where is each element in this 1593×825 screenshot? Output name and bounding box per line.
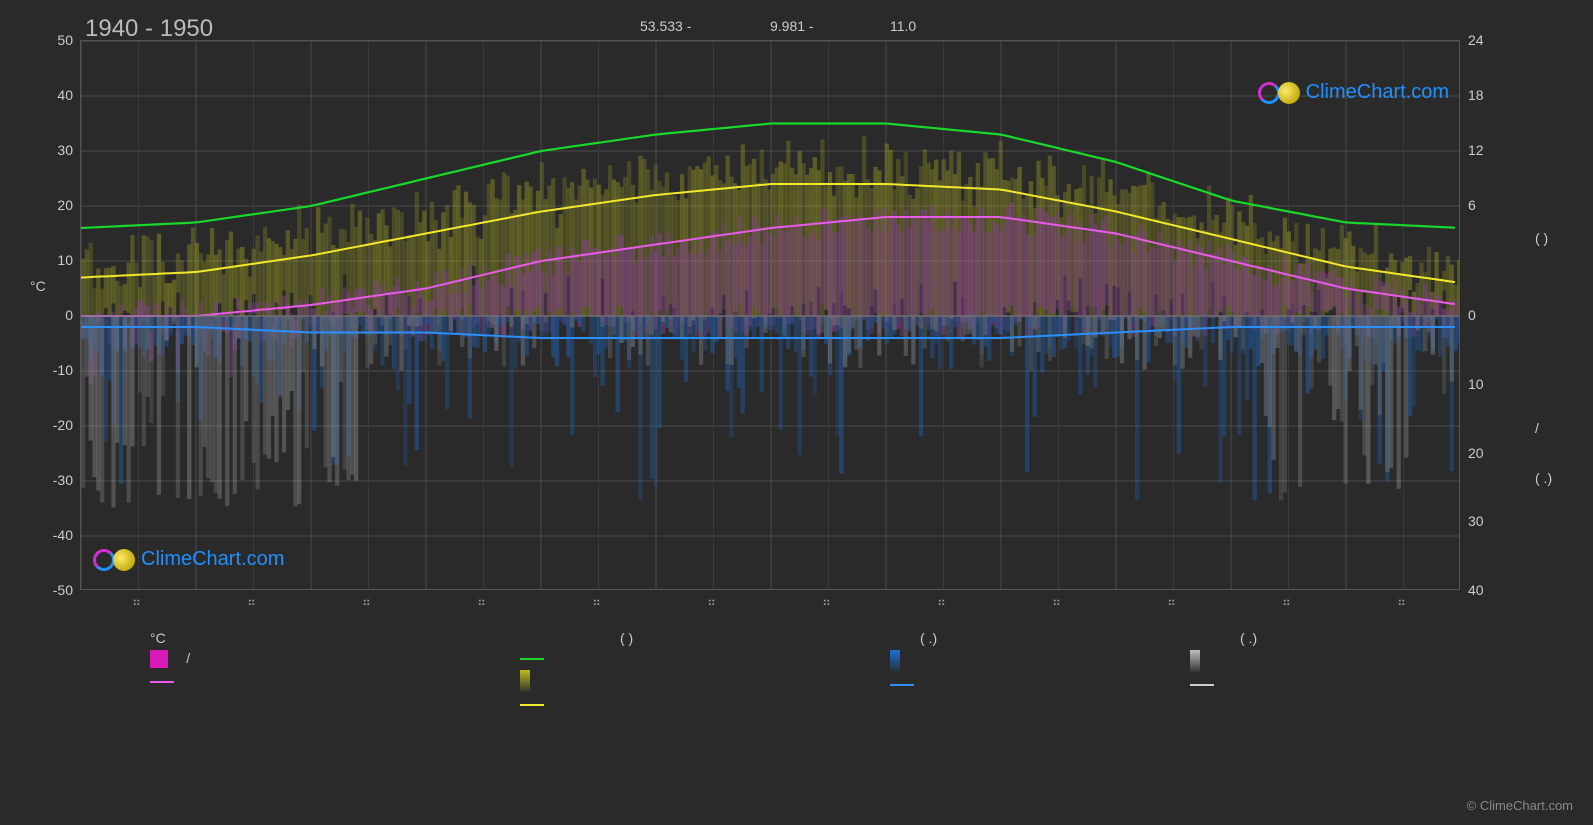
logo-ring-icon <box>1258 82 1280 104</box>
brand-text-bottom: ClimeChart.com <box>141 548 284 571</box>
legend-label: ⠀/⠀ <box>176 650 200 666</box>
legend-row <box>890 676 937 692</box>
right-marker-3: ( .) <box>1535 470 1552 486</box>
plot-area: ClimeChart.com ClimeChart.com <box>80 40 1460 590</box>
y-right-tick: 10 <box>1468 376 1518 392</box>
x-tick: ⠶ <box>362 595 373 609</box>
x-tick: ⠶ <box>132 595 143 609</box>
x-tick: ⠶ <box>1052 595 1063 609</box>
legend-row <box>1190 650 1257 672</box>
y-left-tick: 30 <box>23 142 73 158</box>
x-tick: ⠶ <box>1167 595 1178 609</box>
y-left-tick: 40 <box>23 87 73 103</box>
meta-extra: 11.0 <box>890 18 916 34</box>
legend-col-1: °C ⠀/⠀ <box>150 630 200 692</box>
x-tick: ⠶ <box>822 595 833 609</box>
legend-swatch <box>890 650 900 672</box>
right-marker-2: / <box>1535 420 1539 436</box>
y-right-tick: 24 <box>1468 32 1518 48</box>
y-right-tick: 40 <box>1468 582 1518 598</box>
y-right-tick: 0 <box>1468 307 1518 323</box>
legend-swatch <box>520 704 544 706</box>
legend-col-2: ( ) <box>520 630 633 716</box>
x-tick: ⠶ <box>707 595 718 609</box>
legend-col4-rows <box>1190 650 1257 692</box>
legend-swatch <box>1190 650 1200 672</box>
title-period: 1940 - 1950 <box>85 15 213 43</box>
legend-row: ⠀/⠀ <box>150 650 200 668</box>
legend-col1-header: °C <box>150 630 200 646</box>
legend-col3-header: ( .) <box>890 630 937 646</box>
y-right-tick: 12 <box>1468 142 1518 158</box>
chart-container: 1940 - 1950 53.533 - 9.981 - 11.0 °C 50 4… <box>0 0 1593 825</box>
legend-col1-rows: ⠀/⠀ <box>150 650 200 688</box>
x-tick: ⠶ <box>937 595 948 609</box>
legend-swatch <box>1190 684 1214 686</box>
y-left-tick: 50 <box>23 32 73 48</box>
x-tick: ⠶ <box>477 595 488 609</box>
y-left-tick: 0 <box>23 307 73 323</box>
logo-disc-icon-b <box>113 549 135 571</box>
legend-row <box>150 672 200 688</box>
y-left-tick: -10 <box>23 362 73 378</box>
logo-ring-icon-b <box>93 549 115 571</box>
logo-disc-icon <box>1278 82 1300 104</box>
meta-lat: 53.533 - <box>640 18 691 34</box>
right-marker-1: ( ) <box>1535 230 1548 246</box>
brand-text-top: ClimeChart.com <box>1306 81 1449 104</box>
y-right-tick: 30 <box>1468 513 1518 529</box>
y-right-tick: 6 <box>1468 197 1518 213</box>
x-tick: ⠶ <box>592 595 603 609</box>
x-tick: ⠶ <box>247 595 258 609</box>
legend-col2-header: ( ) <box>520 630 633 646</box>
legend-col-3: ( .) <box>890 630 937 696</box>
legend-row <box>520 650 633 666</box>
footer-copyright: © ClimeChart.com <box>1467 798 1573 813</box>
brand-logo-top: ClimeChart.com <box>1258 81 1449 104</box>
legend-swatch <box>520 658 544 660</box>
y-right-tick: 18 <box>1468 87 1518 103</box>
legend-swatch <box>150 681 174 683</box>
y-left-tick: 10 <box>23 252 73 268</box>
plot-svg <box>81 41 1460 590</box>
legend-col3-rows <box>890 650 937 692</box>
legend-row <box>890 650 937 672</box>
legend-swatch <box>520 670 530 692</box>
brand-logo-bottom: ClimeChart.com <box>93 548 284 571</box>
y-axis-left-unit: °C <box>30 278 46 294</box>
legend-swatch <box>150 650 168 668</box>
legend-col2-rows <box>520 650 633 712</box>
legend-row <box>520 696 633 712</box>
y-left-tick: -50 <box>23 582 73 598</box>
legend-swatch <box>890 684 914 686</box>
y-left-tick: -30 <box>23 472 73 488</box>
legend-row <box>520 670 633 692</box>
x-tick: ⠶ <box>1282 595 1293 609</box>
x-tick: ⠶ <box>1397 595 1408 609</box>
y-right-tick: 20 <box>1468 445 1518 461</box>
legend-col4-header: ( .) <box>1190 630 1257 646</box>
y-left-tick: 20 <box>23 197 73 213</box>
y-left-tick: -40 <box>23 527 73 543</box>
y-left-tick: -20 <box>23 417 73 433</box>
legend-col-4: ( .) <box>1190 630 1257 696</box>
legend-row <box>1190 676 1257 692</box>
meta-lon: 9.981 - <box>770 18 814 34</box>
